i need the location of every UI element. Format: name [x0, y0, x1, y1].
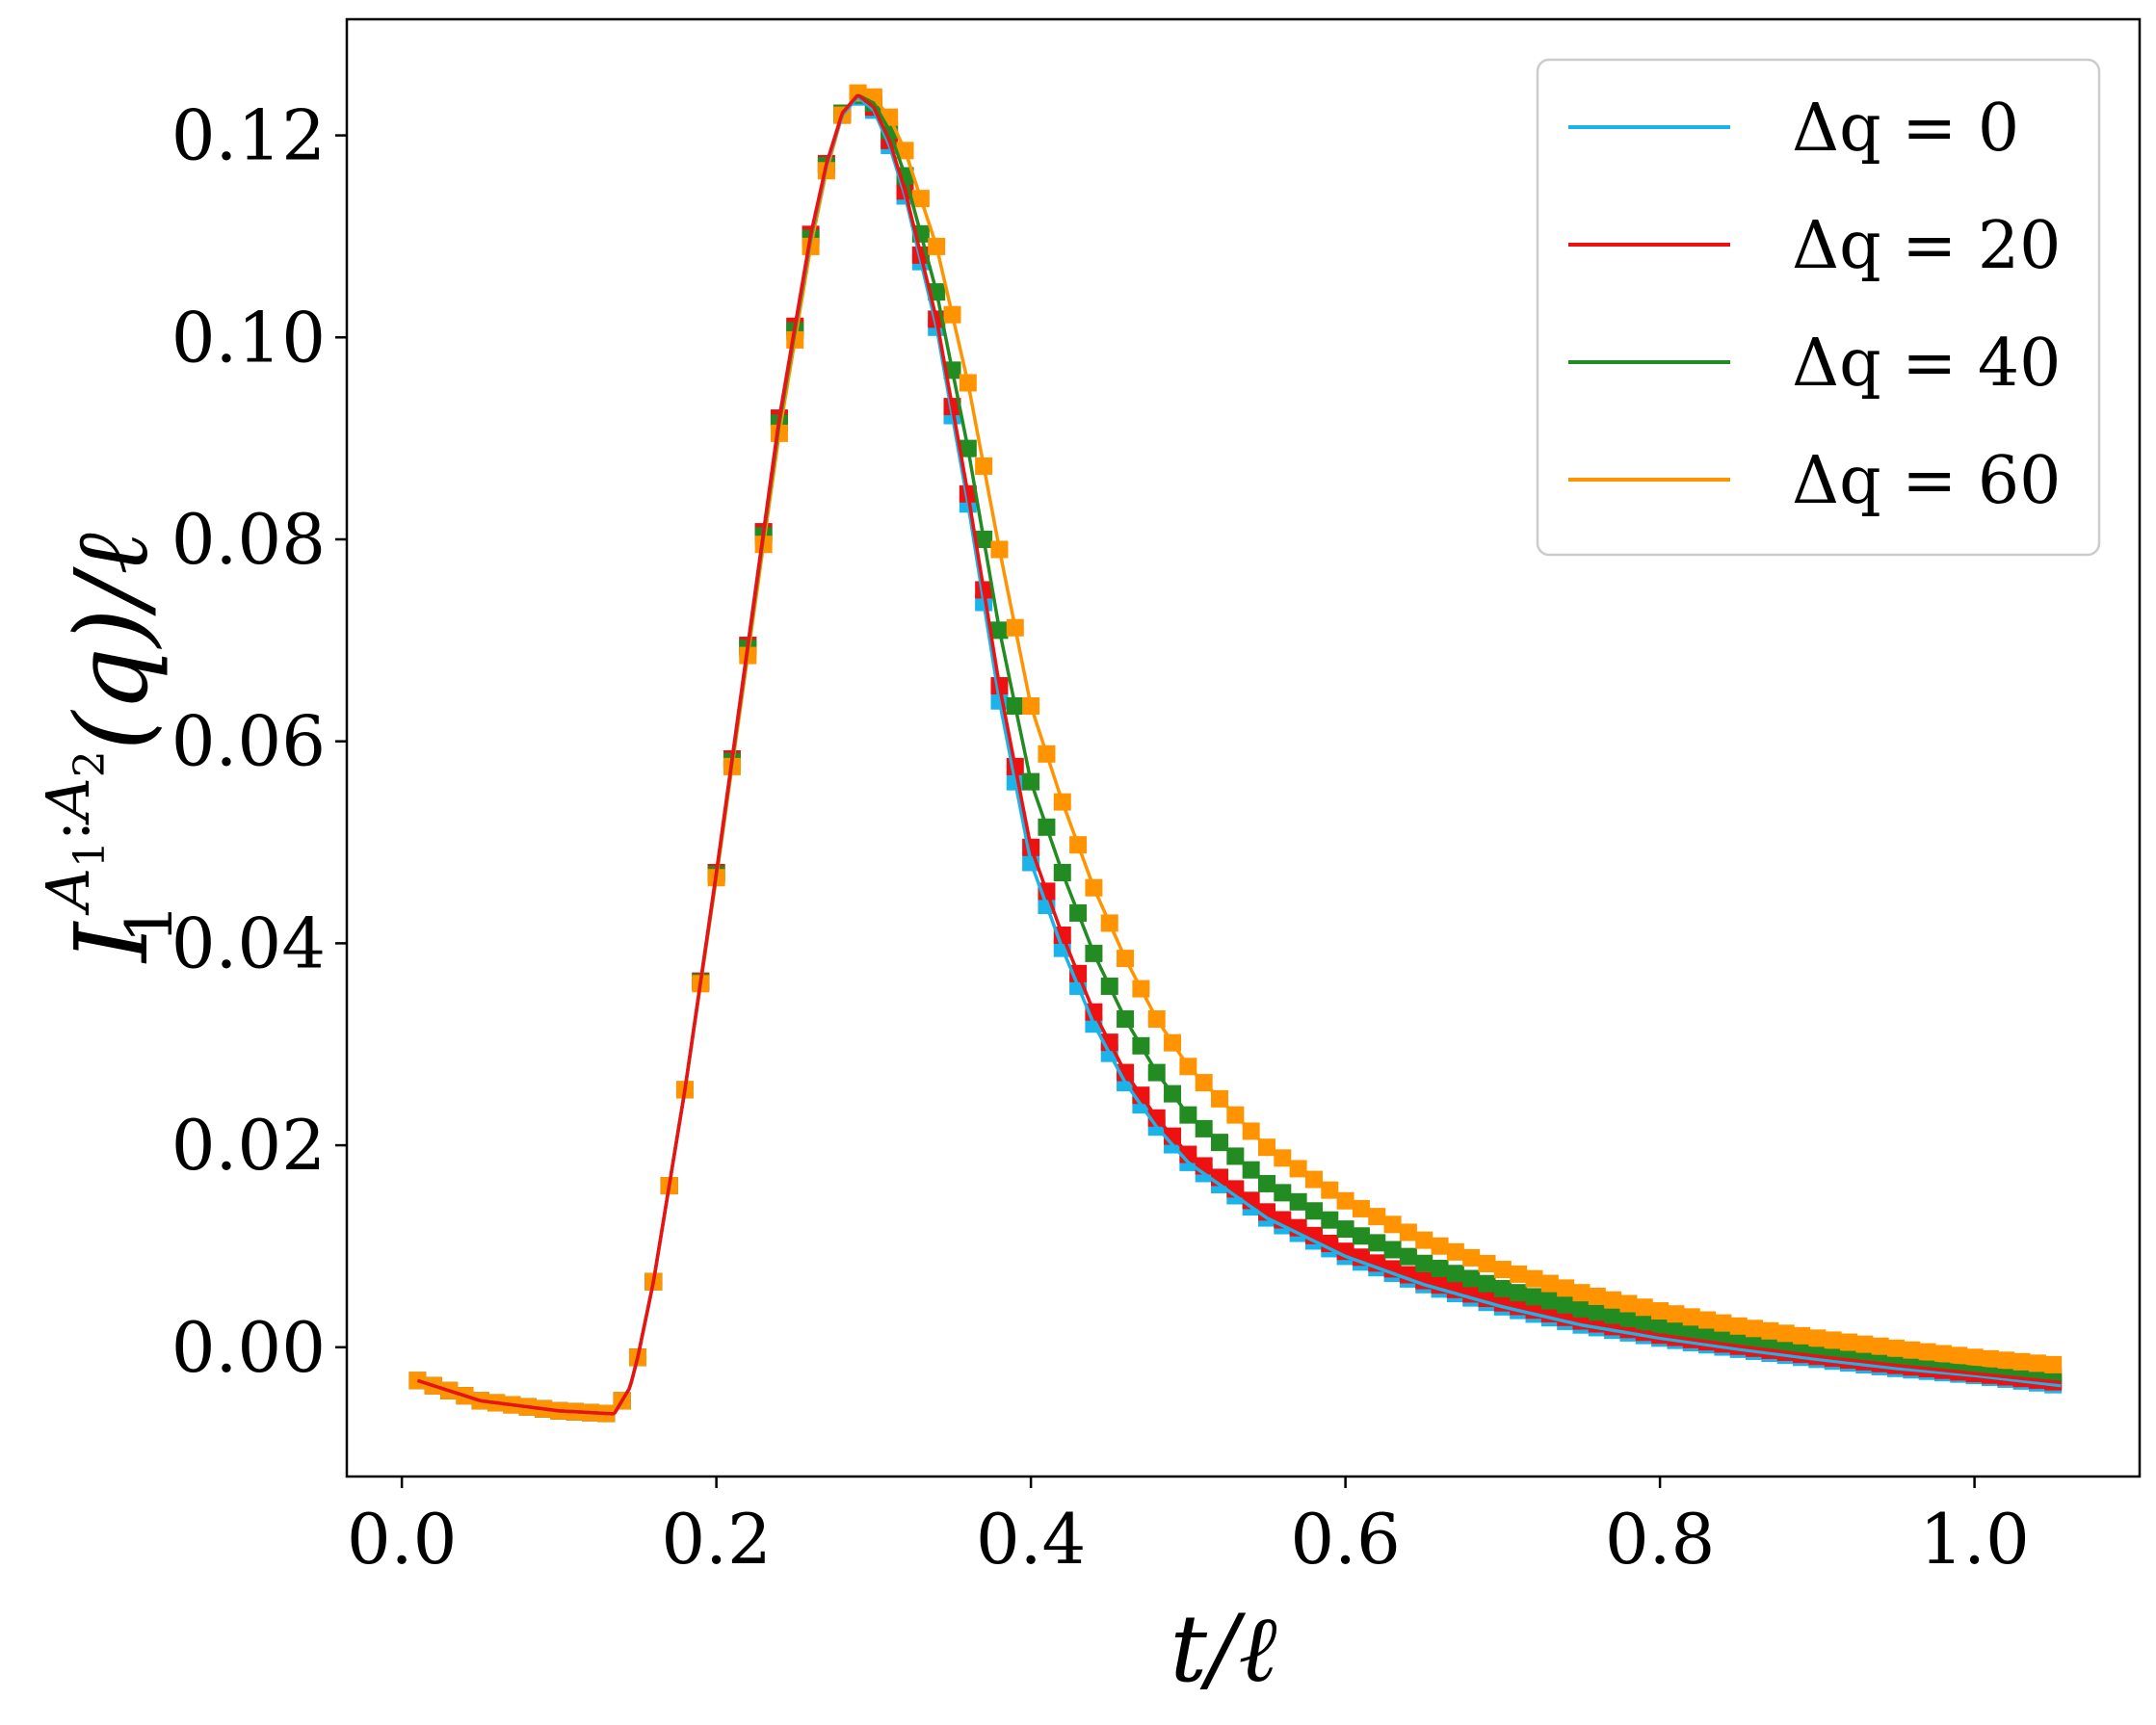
y-axis-title: I1A1:A2(q)/ℓ [33, 533, 187, 964]
x-tick-label: 0.2 [661, 1499, 772, 1580]
x-tick-label: 1.0 [1919, 1499, 2030, 1580]
y-axis-title-sup-sub1: 1 [66, 841, 115, 868]
y-axis-title-sub: 1 [113, 903, 187, 944]
ticks-layer: 0.0 0.2 0.4 0.6 0.8 1.0 0.00 0.02 0.04 0.06 0.08 0.… [171, 95, 2030, 1580]
svg-text:I1A1:A2(q)/ℓ: I1A1:A2(q)/ℓ [33, 533, 187, 964]
plot-frame [345, 17, 2142, 1478]
y-axis-title-tail: (q)/ℓ [53, 533, 171, 750]
y-axis-title-sup-colon: : [33, 821, 103, 841]
y-tick-label: 0.00 [171, 1307, 326, 1388]
x-tick-label: 0.6 [1290, 1499, 1401, 1580]
x-tick-label: 0.8 [1605, 1499, 1716, 1580]
legend-label: Δq = 60 [1792, 443, 2061, 519]
legend-label: Δq = 0 [1792, 91, 2019, 167]
x-tick-label: 0.0 [347, 1499, 458, 1580]
y-tick-label: 0.12 [171, 95, 326, 176]
y-axis-title-sup-sub2: 2 [66, 750, 115, 777]
y-tick-label: 0.02 [171, 1105, 326, 1186]
y-tick-label: 0.04 [171, 902, 326, 983]
legend: Δq = 0 Δq = 20 Δq = 40 Δq = 60 [1536, 58, 2101, 557]
y-axis-title-sup: A [33, 868, 103, 916]
y-tick-label: 0.10 [171, 297, 326, 378]
x-axis-title: t/ℓ [1170, 1595, 1277, 1703]
legend-frame [1536, 58, 2101, 557]
y-axis-title-base: I [53, 921, 171, 964]
legend-label: Δq = 40 [1792, 326, 2061, 402]
series-layer [408, 84, 2063, 1423]
legend-label: Δq = 20 [1792, 208, 2061, 284]
y-tick-label: 0.08 [171, 499, 326, 580]
y-axis-title-sup-2: A [33, 777, 103, 825]
x-tick-label: 0.4 [976, 1499, 1087, 1580]
y-tick-label: 0.06 [171, 701, 326, 782]
series-line [416, 93, 2062, 1416]
